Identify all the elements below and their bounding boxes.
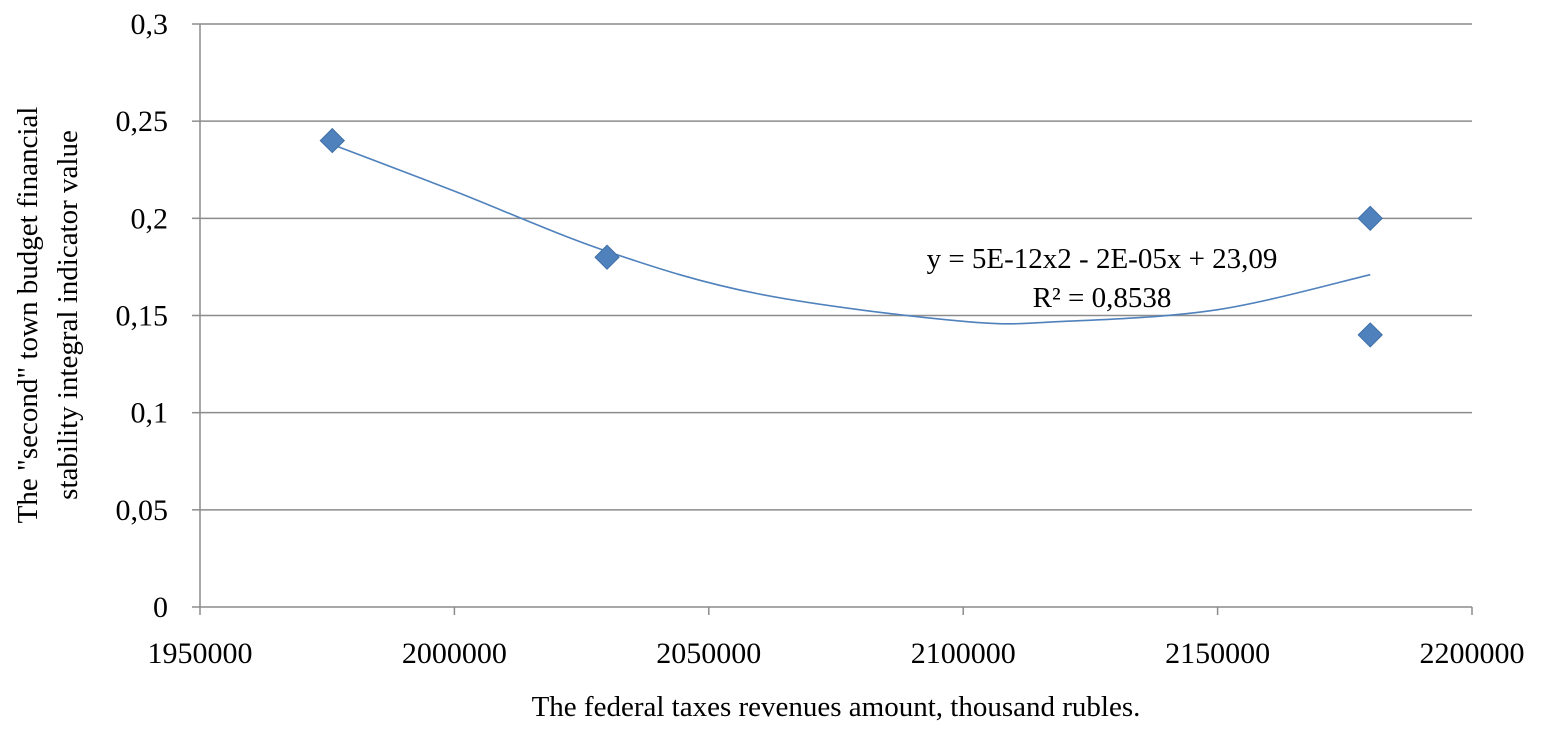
y-tick-label-0: 0 xyxy=(153,591,168,624)
axes xyxy=(192,23,1473,615)
x-tick-label-0: 1950000 xyxy=(148,637,253,670)
x-tick-label-1: 2000000 xyxy=(402,637,507,670)
data-points xyxy=(319,127,1383,348)
y-axis-title-line-2: stability integral indicator value xyxy=(52,130,84,500)
x-tick-label-5: 2200000 xyxy=(1420,637,1525,670)
data-point-0-2 xyxy=(1357,205,1383,232)
trendline-r-squared: R² = 0,8538 xyxy=(1033,282,1172,314)
data-point-0-3 xyxy=(1357,322,1383,348)
y-tick-label-5: 0,25 xyxy=(116,105,169,138)
data-point-0-1 xyxy=(594,244,620,270)
data-point-0-0 xyxy=(319,127,345,154)
y-tick-label-1: 0,05 xyxy=(116,494,169,527)
y-tick-label-3: 0,15 xyxy=(116,300,169,333)
y-tick-label-6: 0,3 xyxy=(131,8,169,41)
y-tick-label-2: 0,1 xyxy=(131,397,169,430)
grid-lines xyxy=(200,23,1472,511)
x-tick-labels: 1950000 2000000 2050000 2100000 2150000 22000… xyxy=(148,637,1525,670)
y-axis-title-line-1: The "second" town budget financial xyxy=(12,107,44,524)
x-tick-label-3: 2100000 xyxy=(911,637,1016,670)
trendline-equation: y = 5E-12x2 - 2E-05x + 23,09 xyxy=(927,243,1278,275)
trendline-group xyxy=(332,143,1371,325)
y-tick-label-4: 0,2 xyxy=(131,202,169,235)
x-tick-label-2: 2050000 xyxy=(656,637,761,670)
trendline-curve xyxy=(332,143,1371,325)
x-tick-label-4: 2150000 xyxy=(1165,637,1270,670)
y-tick-labels: 0 0,05 0,1 0,15 0,2 0,25 0,3 xyxy=(116,8,169,624)
x-axis-title: The federal taxes revenues amount, thous… xyxy=(532,691,1141,723)
